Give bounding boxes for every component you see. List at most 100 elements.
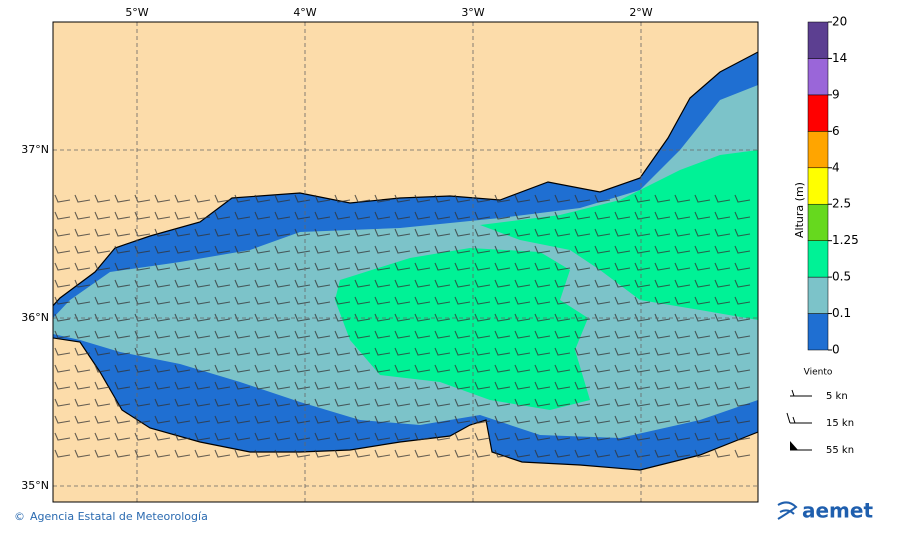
wind-barb <box>54 347 71 356</box>
sea-high <box>480 150 758 320</box>
wind-barb <box>674 279 691 288</box>
wind-barb <box>614 415 631 424</box>
wind-barb <box>734 432 751 441</box>
wind-barb <box>314 398 331 407</box>
wind-barb <box>174 381 191 390</box>
wind-barb <box>394 381 411 390</box>
wind-barb <box>734 449 751 458</box>
wind-barb <box>434 347 451 356</box>
wind-barb <box>434 381 451 390</box>
wind-barb <box>394 432 411 441</box>
wind-barb <box>274 347 291 356</box>
wind-barb <box>194 398 211 407</box>
wind-barb <box>374 381 391 390</box>
wind-barb <box>694 245 711 254</box>
wind-barb <box>734 313 751 322</box>
wind-barb <box>294 194 311 203</box>
wind-barb <box>134 449 151 458</box>
wind-barb <box>254 296 271 305</box>
wind-barb <box>474 262 491 271</box>
wind-barb <box>474 245 491 254</box>
wind-barb <box>54 381 71 390</box>
wind-barb <box>414 245 431 254</box>
wind-barb <box>714 194 731 203</box>
wind-barb <box>574 279 591 288</box>
wind-barb <box>134 211 151 220</box>
wind-barb <box>434 211 451 220</box>
wind-barb <box>594 211 611 220</box>
wind-barb <box>154 194 171 203</box>
wind-barb <box>174 449 191 458</box>
wind-barb <box>594 245 611 254</box>
wind-barb <box>494 296 511 305</box>
wind-barb <box>174 398 191 407</box>
wind-barb <box>194 449 211 458</box>
wind-barb <box>574 449 591 458</box>
wind-barb <box>134 381 151 390</box>
wind-barb <box>594 347 611 356</box>
wind-barb <box>394 398 411 407</box>
wind-barb <box>474 211 491 220</box>
wind-barb <box>534 432 551 441</box>
wind-barb <box>414 364 431 373</box>
wind-barb <box>214 449 231 458</box>
wind-barb <box>154 364 171 373</box>
wind-barb <box>214 245 231 254</box>
wind-barb <box>514 347 531 356</box>
wind-barb <box>74 364 91 373</box>
wind-barb <box>714 211 731 220</box>
wind-barb <box>494 313 511 322</box>
wind-barb <box>54 398 71 407</box>
wind-legend: 5 kn 15 kn 55 kn <box>786 389 854 456</box>
wind-barb <box>274 364 291 373</box>
wind-barb <box>174 313 191 322</box>
wind-barb <box>134 347 151 356</box>
wind-barb <box>114 228 131 237</box>
wind-barb <box>494 347 511 356</box>
wind-barb <box>334 296 351 305</box>
wind-barb <box>494 211 511 220</box>
wind-barb <box>94 364 111 373</box>
wind-barb <box>634 381 651 390</box>
wind-barb <box>114 398 131 407</box>
wind-barb <box>134 313 151 322</box>
wind-barb <box>614 432 631 441</box>
wind-barb <box>694 313 711 322</box>
colorbar-label: 9 <box>832 87 840 101</box>
wind-barb <box>254 211 271 220</box>
wind-barb <box>414 279 431 288</box>
wind-barb <box>274 330 291 339</box>
wind-barb <box>614 262 631 271</box>
wind-barb <box>154 313 171 322</box>
wind-barb <box>274 398 291 407</box>
wind-barb <box>74 313 91 322</box>
wind-barb <box>554 245 571 254</box>
wind-barb <box>74 296 91 305</box>
wind-barb <box>594 449 611 458</box>
wind-barb <box>114 381 131 390</box>
wind-barb <box>334 262 351 271</box>
wind-barb <box>594 364 611 373</box>
wind-barb <box>674 432 691 441</box>
wind-barb <box>574 228 591 237</box>
lon-label: 4°W <box>293 6 316 19</box>
wind-barb <box>474 194 491 203</box>
wind-barb <box>334 347 351 356</box>
wind-barb <box>474 228 491 237</box>
wind-barb <box>254 381 271 390</box>
wind-barb <box>674 211 691 220</box>
wind-barb <box>614 347 631 356</box>
wind-barb <box>274 245 291 254</box>
wind-barb <box>734 347 751 356</box>
wind-barb <box>394 347 411 356</box>
wind-barb <box>174 228 191 237</box>
wind-barb <box>54 296 71 305</box>
wind-barb <box>74 194 91 203</box>
wind-barb <box>114 415 131 424</box>
wind-barb <box>654 296 671 305</box>
wind-barb <box>294 449 311 458</box>
wind-barb <box>514 228 531 237</box>
wind-barb <box>274 449 291 458</box>
wind-barb <box>174 194 191 203</box>
wind-barb <box>574 364 591 373</box>
